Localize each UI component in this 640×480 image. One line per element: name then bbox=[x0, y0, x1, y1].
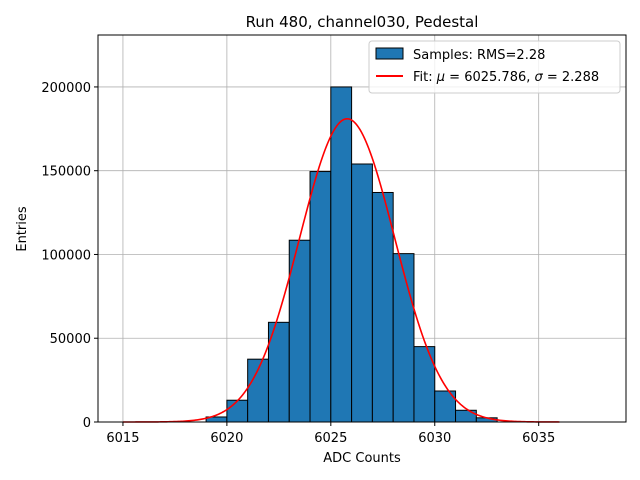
x-tick-label: 6020 bbox=[210, 431, 243, 446]
legend: Samples: RMS=2.28 Fit: μ = 6025.786, σ =… bbox=[368, 40, 621, 94]
histogram-bars bbox=[205, 86, 498, 423]
y-tick-label: 200000 bbox=[41, 81, 91, 96]
histogram-bar bbox=[371, 191, 394, 423]
histogram-bar bbox=[455, 409, 477, 423]
legend-box bbox=[368, 40, 621, 94]
legend-fit-mu-value: = 6025.786, bbox=[445, 70, 534, 85]
legend-fit-mu-symbol: μ bbox=[436, 70, 445, 85]
legend-histogram-swatch bbox=[375, 47, 404, 60]
y-tick-label: 0 bbox=[83, 416, 91, 431]
legend-histogram-label: Samples: RMS=2.28 bbox=[413, 48, 545, 63]
fit-curve bbox=[122, 117, 560, 423]
y-tick-label: 50000 bbox=[50, 332, 91, 347]
x-axis-ticks: 6015 6020 6025 6030 6035 bbox=[106, 422, 555, 446]
chart-title: Run 480, channel030, Pedestal bbox=[246, 13, 479, 31]
legend-fit-sigma-symbol: σ bbox=[535, 70, 544, 85]
x-tick-label: 6035 bbox=[522, 431, 555, 446]
fit-curve-group bbox=[122, 117, 560, 423]
legend-fit-prefix: Fit: bbox=[413, 70, 437, 85]
y-axis-label: Entries bbox=[15, 206, 30, 252]
x-tick-label: 6030 bbox=[418, 431, 451, 446]
plot-frame bbox=[97, 34, 627, 423]
histogram-bar bbox=[392, 253, 415, 423]
histogram-bar bbox=[226, 399, 249, 423]
histogram-bar bbox=[351, 163, 373, 423]
y-tick-label: 100000 bbox=[41, 248, 91, 263]
legend-fit-label: Fit: μ = 6025.786, σ = 2.288 bbox=[413, 70, 599, 85]
x-axis-label: ADC Counts bbox=[323, 451, 401, 466]
x-tick-label: 6025 bbox=[314, 431, 347, 446]
legend-fit-sigma-value: = 2.288 bbox=[543, 70, 599, 85]
y-tick-label: 150000 bbox=[41, 165, 91, 180]
x-tick-label: 6015 bbox=[106, 431, 139, 446]
histogram-bar bbox=[330, 86, 353, 423]
histogram-bar bbox=[309, 171, 332, 423]
y-axis-ticks: 0 50000 100000 150000 200000 bbox=[41, 81, 98, 431]
